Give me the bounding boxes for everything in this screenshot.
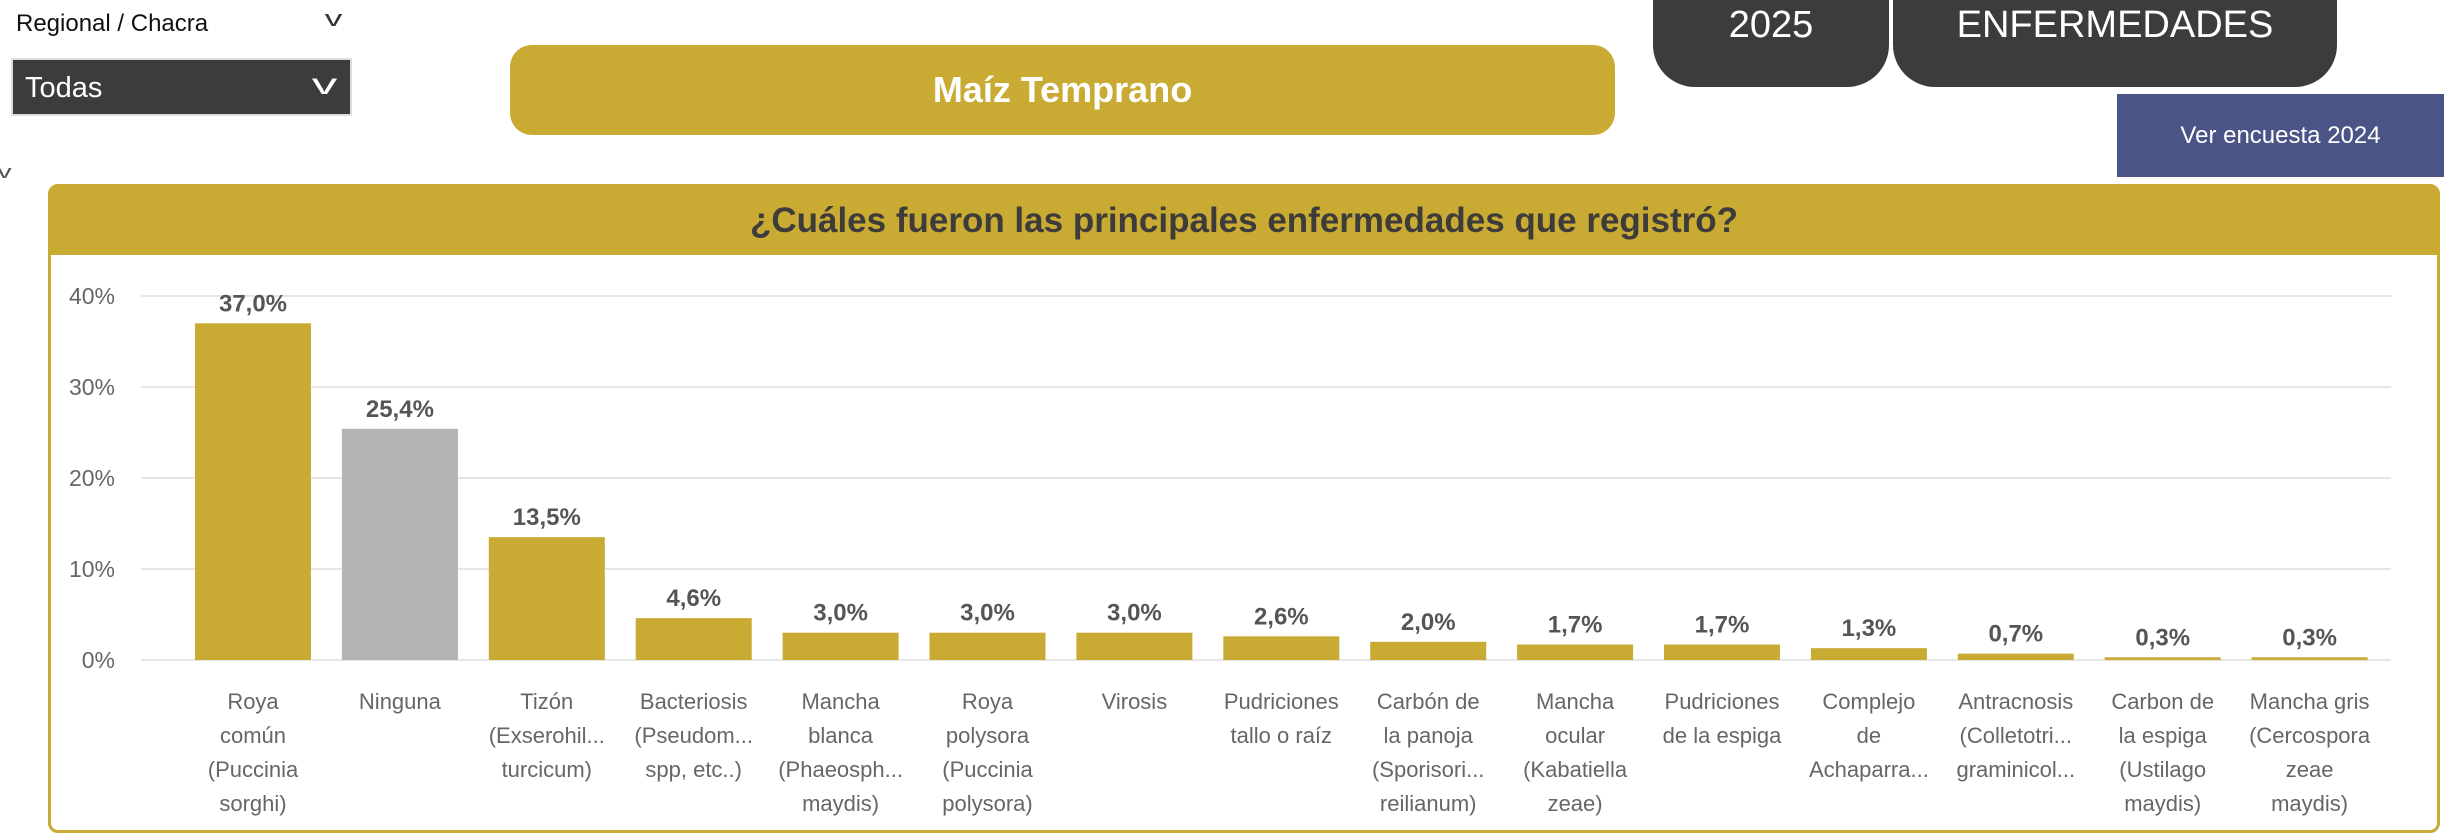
regional-chacra-dropdown[interactable]: Todas v	[11, 58, 352, 116]
data-label: 2,0%	[1401, 609, 1456, 636]
data-label: 1,7%	[1695, 612, 1750, 639]
x-tick-label: (Colletotri...	[1960, 723, 2072, 748]
x-tick-label: spp, etc..)	[645, 757, 742, 782]
data-label: 0,3%	[2135, 624, 2190, 651]
bar	[1223, 636, 1340, 660]
data-label: 0,7%	[1988, 621, 2043, 648]
bar	[1076, 632, 1193, 660]
data-label: 1,3%	[1842, 615, 1897, 642]
x-tick-label: Roya	[962, 689, 1014, 714]
tab-enfermedades[interactable]: ENFERMEDADES	[1893, 0, 2337, 87]
x-tick-label: Ninguna	[359, 689, 442, 714]
x-tick-label: zeae	[2286, 757, 2334, 782]
x-tick-label: Carbón de	[1377, 689, 1480, 714]
x-tick-label: maydis)	[802, 791, 879, 816]
x-tick-label: sorghi)	[219, 791, 286, 816]
data-label: 13,5%	[513, 504, 581, 531]
data-label: 3,0%	[1107, 600, 1162, 627]
x-tick-label: (Sporisori...	[1372, 757, 1484, 782]
bar	[1810, 648, 1927, 660]
data-label: 0,3%	[2282, 624, 2337, 651]
chart-title: ¿Cuáles fueron las principales enfermeda…	[51, 187, 2437, 255]
x-tick-label: Virosis	[1102, 689, 1168, 714]
bar-chart: 0% 10% 20% 30% 40% 37,0% Roya común (Puccinia sor…	[69, 283, 2391, 816]
data-label: 3,0%	[813, 600, 868, 627]
x-tick-label: (Exserohil...	[489, 723, 605, 748]
bar	[341, 428, 458, 660]
x-tick-label: Carbon de	[2111, 689, 2214, 714]
bar	[1370, 641, 1487, 660]
chevron-down-icon[interactable]: v	[324, 6, 343, 31]
data-label: 1,7%	[1548, 612, 1603, 639]
x-tick-label: maydis)	[2271, 791, 2348, 816]
y-tick-label: 30%	[69, 374, 115, 400]
x-tick-label: maydis)	[2124, 791, 2201, 816]
ver-encuesta-button[interactable]: Ver encuesta 2024	[2117, 94, 2444, 177]
x-tick-label: Tizón	[520, 689, 573, 714]
bar	[488, 537, 605, 660]
data-label: 25,4%	[366, 396, 434, 423]
x-tick-label: común	[220, 723, 286, 748]
x-tick-label: Achaparra...	[1809, 757, 1929, 782]
x-tick-label: Bacteriosis	[640, 689, 748, 714]
bar	[2251, 657, 2368, 660]
data-label: 3,0%	[960, 600, 1015, 627]
x-tick-label: Mancha	[1536, 689, 1615, 714]
x-tick-label: Mancha	[801, 689, 880, 714]
x-tick-label: la espiga	[2119, 723, 2208, 748]
bar	[1664, 644, 1780, 660]
x-tick-label: (Cercospora	[2249, 723, 2371, 748]
data-label: 2,6%	[1254, 603, 1309, 630]
bar	[635, 618, 752, 660]
x-tick-label: ocular	[1545, 723, 1605, 748]
x-tick-label: polysora)	[942, 791, 1032, 816]
x-tick-label: reilianum)	[1380, 791, 1477, 816]
x-tick-label: (Phaeosph...	[778, 757, 903, 782]
x-tick-label: polysora	[946, 723, 1030, 748]
data-label: 37,0%	[219, 290, 287, 317]
x-tick-label: Complejo	[1822, 689, 1915, 714]
dropdown-value: Todas	[25, 72, 103, 104]
chevron-down-icon[interactable]: v	[0, 162, 12, 183]
bar	[1517, 644, 1634, 660]
x-tick-label: la panoja	[1384, 723, 1474, 748]
x-tick-label: Pudriciones	[1224, 689, 1339, 714]
y-tick-label: 40%	[69, 283, 115, 309]
x-tick-label: (Pseudom...	[634, 723, 753, 748]
x-tick-label: turcicum)	[502, 757, 592, 782]
x-tick-label: (Puccinia	[208, 757, 299, 782]
y-tick-label: 0%	[82, 647, 115, 673]
bar	[929, 632, 1046, 660]
crop-title: Maíz Temprano	[510, 45, 1615, 135]
y-tick-label: 10%	[69, 556, 115, 582]
filter-label: Regional / Chacra	[16, 10, 209, 37]
x-tick-label: de	[1857, 723, 1881, 748]
chart-card: ¿Cuáles fueron las principales enfermeda…	[48, 184, 2440, 833]
y-tick-label: 20%	[69, 465, 115, 491]
x-tick-label: graminicol...	[1957, 757, 2076, 782]
x-tick-label: (Kabatiella	[1523, 757, 1628, 782]
x-tick-label: (Ustilago	[2119, 757, 2206, 782]
x-tick-label: de la espiga	[1663, 723, 1782, 748]
bar	[2104, 657, 2221, 660]
chevron-down-icon: v	[311, 68, 338, 101]
bar	[195, 323, 311, 660]
x-tick-label: Pudriciones	[1665, 689, 1780, 714]
x-tick-label: Antracnosis	[1958, 689, 2073, 714]
data-label: 4,6%	[666, 585, 721, 612]
x-tick-label: Roya	[227, 689, 279, 714]
x-tick-label: blanca	[808, 723, 874, 748]
bar	[782, 632, 899, 660]
x-tick-label: zeae)	[1548, 791, 1603, 816]
x-tick-label: tallo o raíz	[1231, 723, 1333, 748]
x-tick-label: Mancha gris	[2250, 689, 2370, 714]
x-tick-label: (Puccinia	[942, 757, 1033, 782]
bar	[1957, 653, 2074, 660]
tab-year[interactable]: 2025	[1653, 0, 1889, 87]
